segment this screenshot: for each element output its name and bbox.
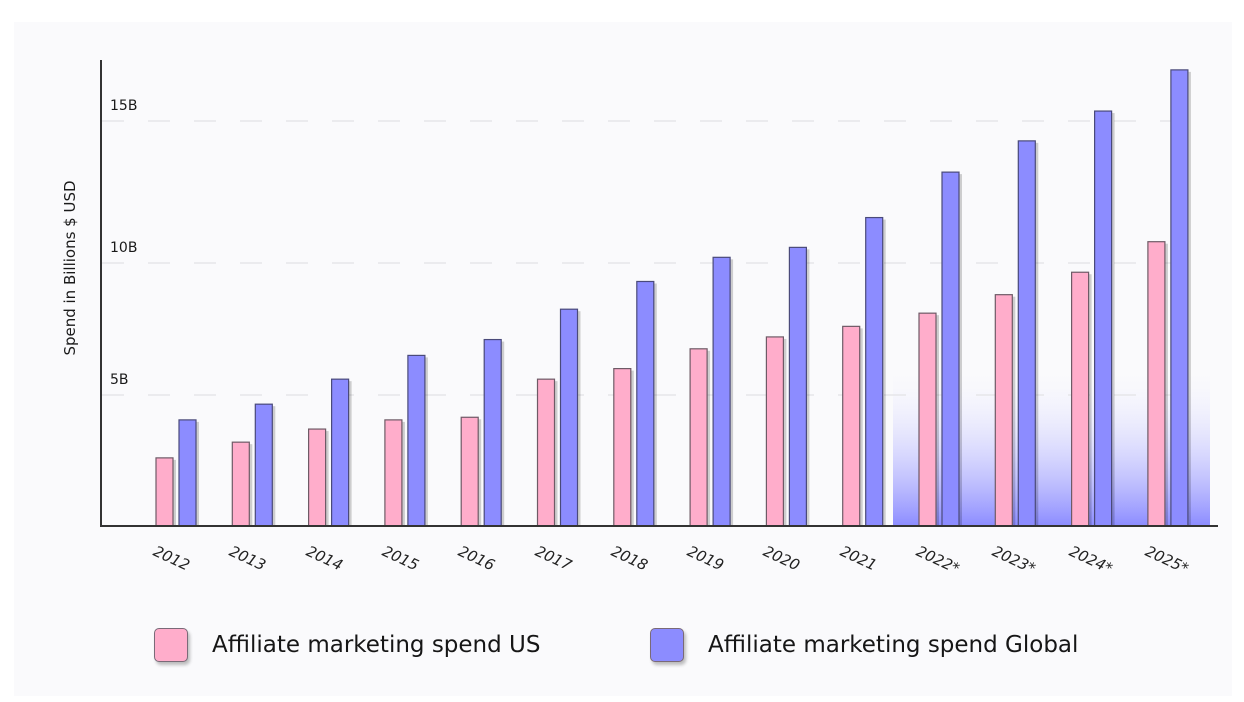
bar-global: [254, 403, 273, 527]
legend-label-global: Affiliate marketing spend Global: [708, 632, 1079, 658]
bar-global: [559, 308, 579, 527]
bar-global: [636, 280, 655, 527]
y-axis-title: Spend in Billions $ USD: [61, 180, 79, 356]
bar-us: [231, 441, 250, 527]
y-tick-label: 10B: [110, 240, 138, 256]
y-tick-label: 15B: [110, 98, 138, 114]
bar-global: [865, 216, 884, 527]
legend-swatch-us: [154, 628, 188, 662]
bar-global: [788, 246, 808, 527]
bar-us: [765, 336, 785, 527]
bar-global: [1093, 110, 1113, 527]
bar-global: [178, 419, 197, 527]
bars: [155, 69, 1191, 527]
bar-global: [1170, 69, 1189, 527]
legend-swatch-global: [650, 628, 684, 662]
bar-us: [308, 428, 327, 527]
bar-us: [460, 416, 479, 527]
bar-us: [536, 378, 556, 527]
bar-us: [613, 368, 632, 527]
bar-global: [331, 378, 350, 527]
bar-us: [918, 312, 937, 527]
bar-us: [1147, 241, 1166, 527]
bar-us: [842, 325, 861, 527]
bar-global: [712, 256, 731, 527]
legend-item-us: Affiliate marketing spend US: [154, 628, 540, 662]
bar-global: [941, 171, 960, 527]
y-tick-label: 5B: [110, 372, 129, 388]
bar-global: [407, 354, 426, 527]
bar-us: [994, 294, 1013, 527]
bar-global: [483, 338, 502, 527]
bar-us: [689, 348, 708, 527]
bar-us: [384, 419, 403, 527]
legend-item-global: Affiliate marketing spend Global: [650, 628, 1078, 662]
bar-us: [155, 457, 174, 527]
bar-us: [1070, 271, 1090, 527]
bar-global: [1017, 140, 1036, 527]
legend-label-us: Affiliate marketing spend US: [212, 632, 541, 658]
